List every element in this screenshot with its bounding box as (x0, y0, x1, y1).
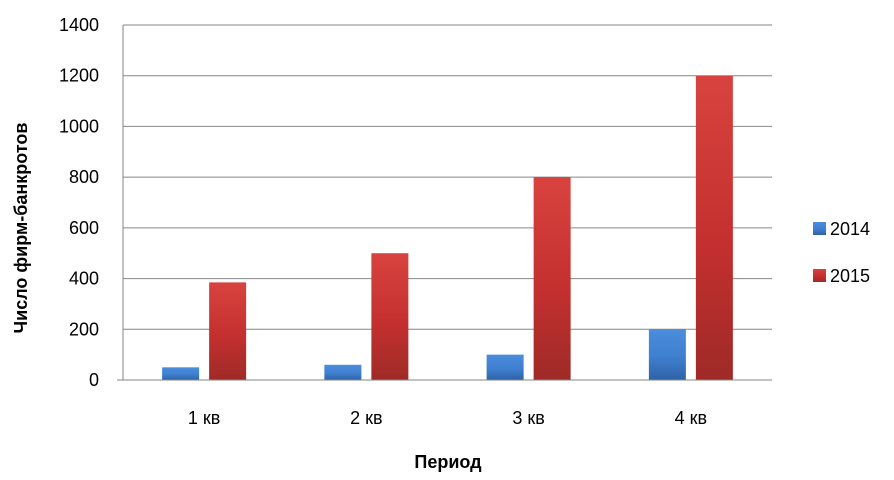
bar-2014-3 (486, 354, 524, 380)
y-tick-label: 400 (69, 269, 99, 289)
bars (162, 75, 733, 380)
y-tick-label: 800 (69, 167, 99, 187)
legend-label-2015: 2015 (830, 266, 870, 286)
x-axis-title: Период (414, 452, 482, 472)
y-tick-label: 600 (69, 218, 99, 238)
legend-swatch-2015 (813, 269, 826, 282)
bar-2015-1 (209, 282, 247, 380)
bar-2014-4 (648, 329, 686, 380)
bar-2015-4 (695, 75, 733, 380)
x-tick-label: 1 кв (188, 408, 220, 428)
legend-swatch-2014 (813, 222, 826, 235)
legend: 2014 2015 (813, 219, 870, 286)
bar-2015-2 (371, 253, 409, 380)
y-tick-label: 1200 (59, 66, 99, 86)
x-tick-label: 2 кв (350, 408, 382, 428)
bar-2014-2 (324, 364, 362, 380)
x-tick-label: 4 кв (675, 408, 707, 428)
x-tick-label: 3 кв (512, 408, 544, 428)
legend-label-2014: 2014 (830, 219, 870, 239)
bar-2014-1 (162, 367, 200, 380)
gridlines (123, 24, 772, 330)
x-tick-labels: 1 кв 2 кв 3 кв 4 кв (188, 408, 707, 428)
y-tick-label: 0 (89, 370, 99, 390)
axes (117, 25, 772, 381)
y-tick-labels: 0 200 400 600 800 1000 1200 1400 (59, 15, 99, 390)
y-tick-label: 200 (69, 319, 99, 339)
y-tick-label: 1000 (59, 116, 99, 136)
bar-2015-3 (533, 177, 571, 380)
y-axis-title: Число фирм-банкротов (11, 123, 31, 334)
y-tick-label: 1400 (59, 15, 99, 35)
